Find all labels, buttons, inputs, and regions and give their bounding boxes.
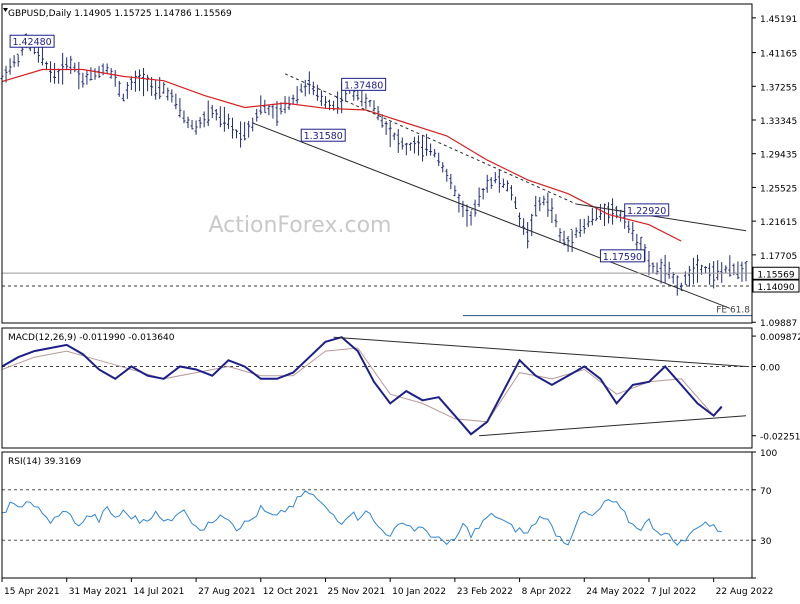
macd-panel-frame [1, 327, 753, 449]
price-y-tick-label: 1.17705 [760, 252, 797, 262]
support-level-tag-box [752, 279, 800, 293]
macd-line [1, 336, 723, 436]
rsi-panel-frame [1, 451, 753, 579]
channel-lower [252, 122, 731, 309]
price-y-tick-label: 1.37255 [760, 83, 797, 93]
rsi-y-tick-label: 70 [760, 487, 772, 497]
macd-y-tick-label: 0.00 [760, 363, 780, 373]
price-y-tick-label: 1.29435 [760, 151, 797, 161]
support-level-tag: 1.14090 [757, 283, 794, 293]
x-tick-label: 15 Apr 2021 [4, 587, 60, 597]
macd-panel: MACD(12,26,9) -0.011990 -0.013640 [1, 333, 752, 437]
x-tick-label: 10 Jan 2022 [392, 587, 446, 597]
current-price-tag: 1.15569 [757, 270, 794, 280]
channel-upper-dashed [284, 73, 577, 205]
price-y-tick-label: 1.09887 [760, 319, 797, 329]
x-tick-label: 7 Jul 2022 [651, 587, 696, 597]
x-tick-label: 31 May 2021 [69, 587, 128, 597]
price-header: GBPUSD,Daily 1.14905 1.15725 1.14786 1.1… [8, 9, 232, 19]
price-panel: GBPUSD,Daily 1.14905 1.15725 1.14786 1.1… [0, 8, 752, 317]
price-annotation-label: 1.37480 [344, 80, 383, 91]
watermark-text: ActionForex.com [209, 213, 392, 238]
price-y-tick-label: 1.45191 [760, 15, 797, 25]
rsi-panel: RSI(14) 39.3169 [1, 457, 752, 546]
axes: 1.45191 1.41165 1.37255 1.33345 1.29435 1.255… [1, 3, 800, 597]
x-tick-label: 14 Jul 2021 [133, 587, 184, 597]
macd-signal-line [1, 347, 723, 423]
rsi-line [1, 490, 722, 546]
x-tick-label: 22 Aug 2022 [716, 587, 774, 597]
x-tick-label: 27 Aug 2021 [198, 587, 256, 597]
macd-trendline [333, 336, 747, 367]
price-annotation-label: 1.17590 [603, 252, 642, 263]
moving-average-line [1, 68, 682, 242]
price-annotation-box [341, 77, 387, 91]
x-tick-label: 25 Nov 2021 [327, 587, 385, 597]
channel-upper-solid [576, 203, 747, 232]
price-y-tick-label: 1.41165 [760, 50, 797, 60]
macd-header: MACD(12,26,9) -0.011990 -0.013640 [8, 333, 175, 343]
price-annotation-label: 1.42480 [12, 37, 51, 48]
rsi-y-tick-label: 30 [760, 537, 772, 547]
price-y-tick-label: 1.33345 [760, 117, 797, 127]
x-tick-label: 24 May 2022 [586, 587, 645, 597]
x-tick-label: 23 Feb 2022 [457, 587, 513, 597]
price-annotation-box [599, 249, 645, 263]
rsi-header: RSI(14) 39.3169 [8, 457, 81, 467]
header-marker-icon [3, 8, 8, 12]
price-annotation-label: 1.31580 [304, 131, 343, 142]
current-price-tag-box [752, 266, 800, 280]
fe-label: FE 61.8 [716, 306, 750, 316]
price-annotation-label: 1.22920 [627, 206, 666, 217]
macd-trendline [479, 415, 747, 437]
rsi-y-tick-label: 100 [760, 449, 777, 459]
price-annotation-box [624, 203, 670, 217]
watermark-group: ActionForex.com [209, 213, 392, 238]
price-annotation-box [300, 128, 346, 142]
price-annotation-box [9, 34, 55, 48]
x-tick-label: 8 Apr 2022 [522, 587, 572, 597]
x-tick-label: 12 Oct 2021 [263, 587, 319, 597]
price-panel-frame [1, 3, 753, 324]
macd-y-tick-label: -0.022516 [760, 433, 800, 443]
macd-y-tick-label: 0.009872 [760, 333, 800, 343]
price-y-tick-label: 1.25525 [760, 184, 797, 194]
price-y-tick-label: 1.21615 [760, 218, 797, 228]
